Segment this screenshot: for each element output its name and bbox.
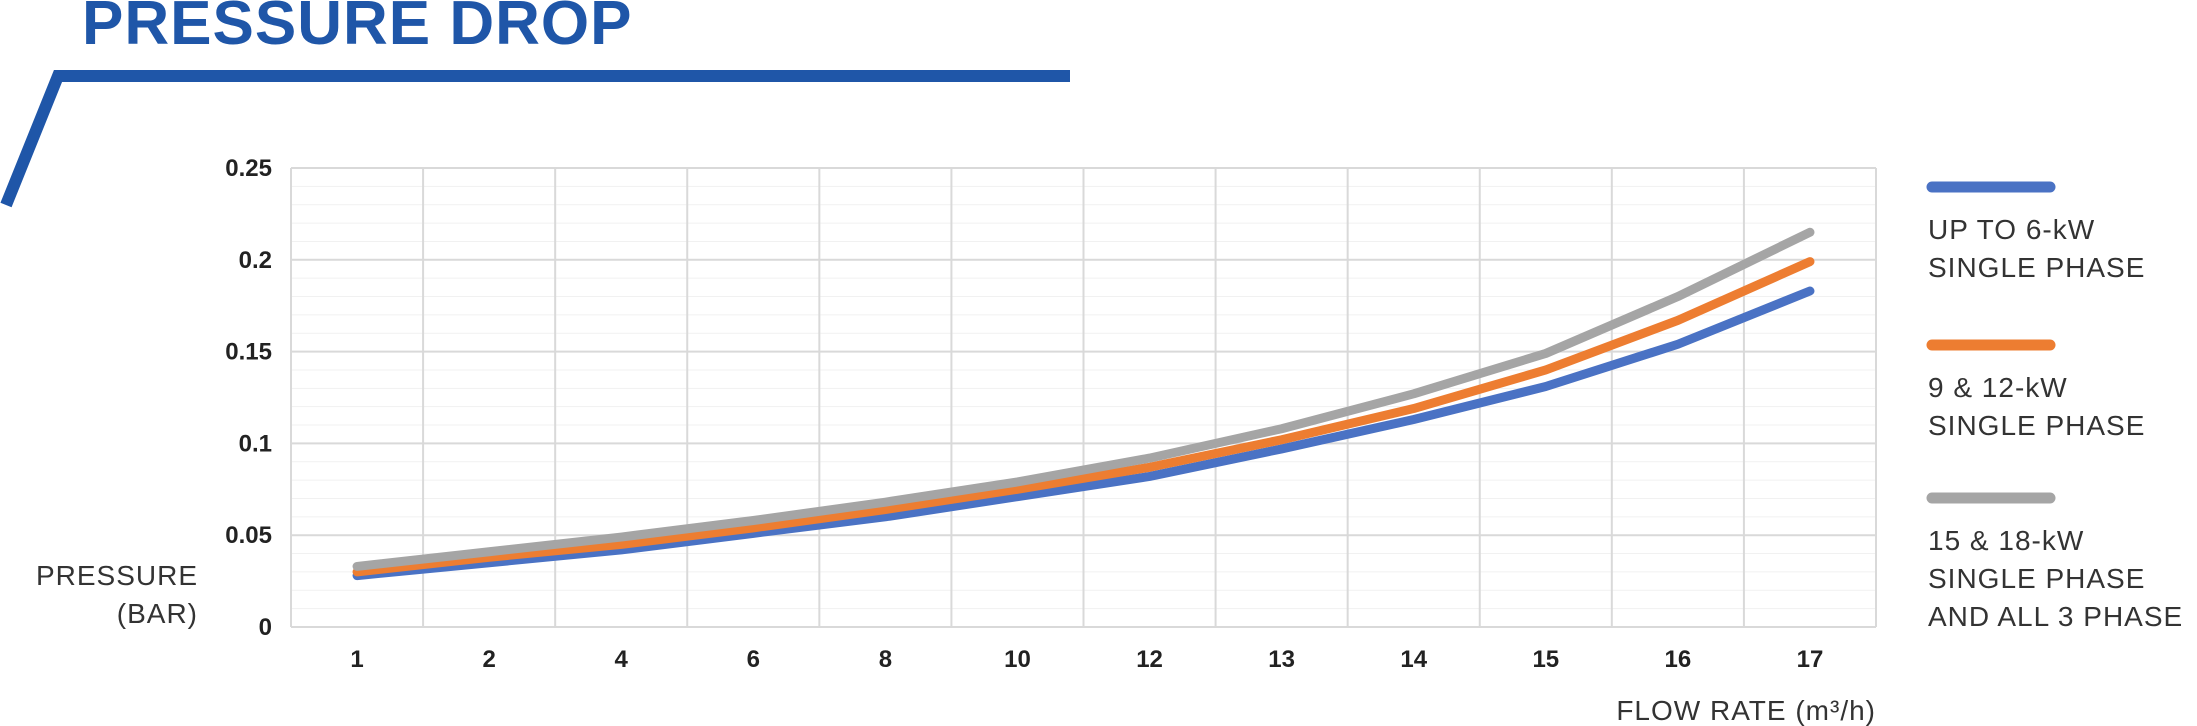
y-axis-label: PRESSURE (BAR) [36,560,198,629]
x-tick-label: 15 [1532,646,1559,673]
series-line [352,257,1815,577]
x-tick-label: 1 [350,646,363,673]
legend-label: 9 & 12-kW [1928,372,2068,403]
y-tick-label: 0.15 [225,339,272,366]
page-title: PRESSURE DROP [82,0,633,58]
legend: UP TO 6-kW SINGLE PHASE 9 & 12-kW SINGLE PH… [1926,181,2183,632]
x-axis-ticks: 1 2 4 6 8 10 12 13 14 15 16 17 [350,646,1823,673]
legend-label: AND ALL 3 PHASE [1928,601,2183,632]
legend-label: UP TO 6-kW [1928,214,2095,245]
y-axis-label-line: (BAR) [117,598,198,629]
y-tick-label: 0.1 [239,430,272,457]
legend-label: 15 & 18-kW [1928,525,2084,556]
plot-grid [290,167,1877,628]
x-tick-label: 17 [1797,646,1824,673]
series-lines [352,227,1815,581]
legend-label: SINGLE PHASE [1928,410,2145,441]
y-tick-label: 0 [259,614,272,641]
x-tick-label: 16 [1665,646,1692,673]
x-tick-label: 2 [482,646,495,673]
x-tick-label: 4 [615,646,629,673]
x-tick-label: 6 [747,646,760,673]
series-line [352,227,1815,571]
x-tick-label: 13 [1268,646,1295,673]
y-axis-ticks: 0 0.05 0.1 0.15 0.2 0.25 [225,155,272,641]
x-tick-label: 14 [1400,646,1427,673]
x-tick-label: 12 [1136,646,1163,673]
x-tick-label: 8 [879,646,892,673]
y-axis-label-line: PRESSURE [36,560,198,591]
x-axis-label: FLOW RATE (m³/h) [1616,695,1876,726]
x-tick-label: 10 [1004,646,1031,673]
title-accent-line [0,70,1070,208]
y-tick-label: 0.25 [225,155,272,182]
legend-label: SINGLE PHASE [1928,252,2145,283]
legend-label: SINGLE PHASE [1928,563,2145,594]
y-tick-label: 0.2 [239,247,272,274]
series-line [352,286,1815,581]
x-axis-label-text: FLOW RATE (m³/h) [1616,695,1876,726]
y-tick-label: 0.05 [225,522,272,549]
